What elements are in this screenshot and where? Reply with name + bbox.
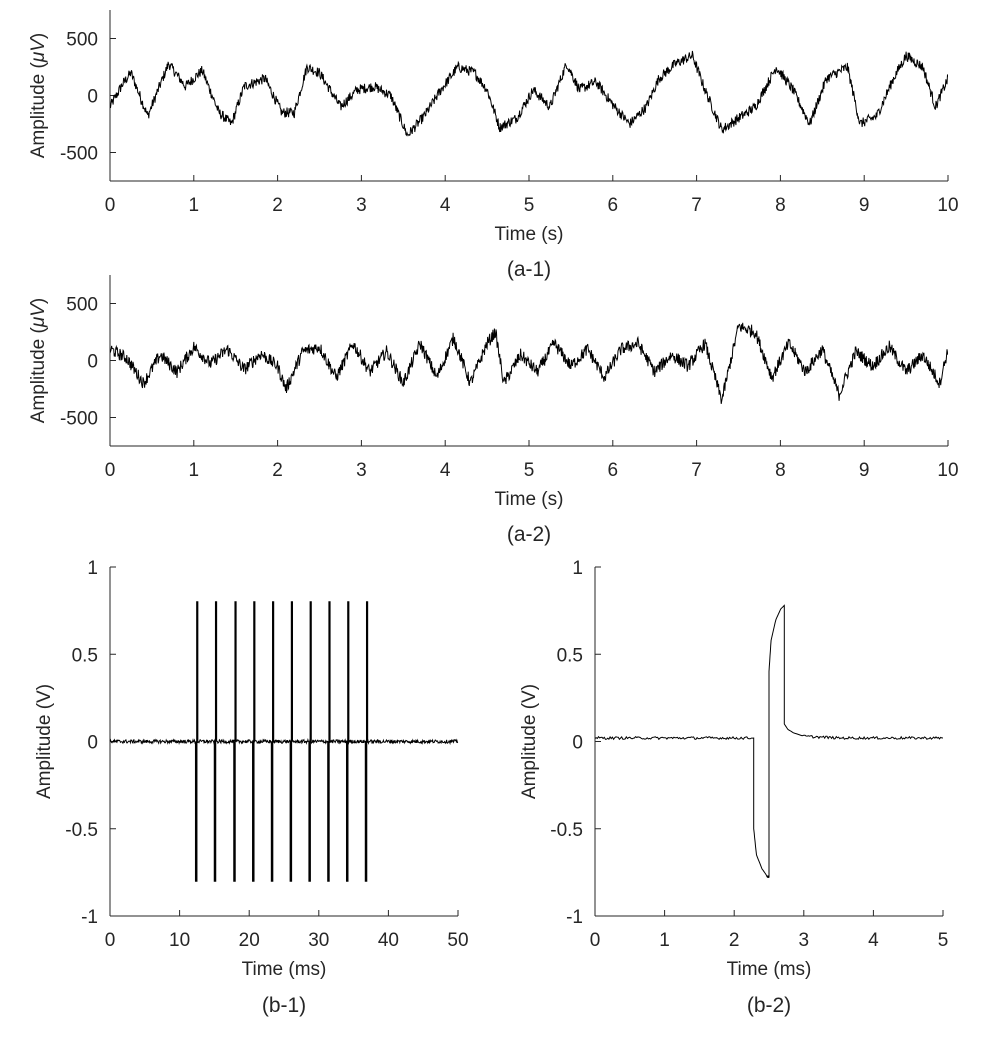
- y-axis-label: Amplitude (V): [34, 684, 55, 799]
- y-tick-label: -1: [566, 907, 583, 928]
- pulse-4: [252, 601, 256, 882]
- y-tick-label: -500: [60, 144, 98, 165]
- x-tick-label: 4: [440, 195, 451, 216]
- y-tick-label: 500: [66, 295, 98, 316]
- x-tick-label: 5: [938, 930, 949, 951]
- y-tick-label: 0: [87, 733, 98, 754]
- x-tick-label: 0: [105, 930, 116, 951]
- pulse-6: [289, 601, 294, 882]
- pulse-1: [194, 601, 199, 882]
- y-tick-label: 500: [66, 30, 98, 51]
- x-tick-label: 1: [189, 195, 200, 216]
- x-tick-label: 10: [169, 930, 190, 951]
- x-axis-label: Time (s): [495, 224, 564, 245]
- y-axis-label: Amplitude (V): [519, 684, 540, 799]
- pulse-5: [270, 601, 275, 882]
- y-tick-label: 0: [87, 87, 98, 108]
- x-tick-label: 6: [608, 195, 619, 216]
- x-tick-label: 3: [799, 930, 810, 951]
- x-tick-label: 1: [659, 930, 670, 951]
- x-tick-label: 5: [524, 460, 535, 481]
- chart-panel-3: 0 10 20 30 40 50 1 0.5 0 -0.5 -1 Time (ms) Amplitude…: [34, 558, 469, 1017]
- pulse-9: [345, 601, 350, 882]
- x-tick-label: 10: [937, 460, 958, 481]
- chart-panel-4: 0 1 2 3 4 5 1 0.5 0 -0.5 -1 Time (ms) Amplitude (V) (…: [519, 558, 948, 1017]
- x-tick-label: 8: [775, 195, 786, 216]
- x-tick-label: 1: [189, 460, 200, 481]
- y-tick-label: 0.5: [72, 645, 98, 666]
- x-tick-label: 2: [272, 460, 283, 481]
- y-tick-label: -0.5: [550, 820, 583, 841]
- x-tick-label: 4: [440, 460, 451, 481]
- x-tick-label: 0: [105, 195, 116, 216]
- baseline-trace: [109, 737, 459, 746]
- x-tick-label: 3: [356, 195, 367, 216]
- panel-caption: (b-1): [262, 994, 306, 1017]
- x-tick-label: 2: [272, 195, 283, 216]
- x-tick-label: 0: [590, 930, 601, 951]
- x-tick-label: 3: [356, 460, 367, 481]
- y-tick-label: -0.5: [65, 820, 98, 841]
- x-tick-label: 2: [729, 930, 740, 951]
- series-line-1: [595, 604, 943, 879]
- y-tick-label: 1: [572, 558, 583, 579]
- pulse-10: [364, 601, 369, 882]
- y-tick-label: -1: [81, 907, 98, 928]
- pulse-2: [213, 601, 218, 882]
- series-line-1: [110, 50, 948, 137]
- x-axis-label: Time (ms): [242, 959, 327, 980]
- x-tick-label: 9: [859, 460, 870, 481]
- x-tick-label: 30: [308, 930, 329, 951]
- x-tick-label: 9: [859, 195, 870, 216]
- y-axis-label: Amplitude (μV): [28, 298, 49, 424]
- panel-caption: (b-2): [747, 994, 791, 1017]
- x-axis-label: Time (s): [495, 489, 564, 510]
- pulse-3: [233, 601, 237, 882]
- x-tick-label: 0: [105, 460, 116, 481]
- x-tick-label: 7: [691, 460, 702, 481]
- y-tick-label: 0: [572, 733, 583, 754]
- y-tick-label: 1: [87, 558, 98, 579]
- x-tick-label: 5: [524, 195, 535, 216]
- y-tick-label: -500: [60, 409, 98, 430]
- x-axis-label: Time (ms): [727, 959, 812, 980]
- x-tick-label: 40: [378, 930, 399, 951]
- x-tick-label: 7: [691, 195, 702, 216]
- x-tick-label: 4: [868, 930, 879, 951]
- x-tick-label: 50: [447, 930, 468, 951]
- series-line-1: [110, 322, 948, 404]
- pulse-8: [327, 601, 331, 882]
- pulse-7: [308, 601, 312, 882]
- y-axis-label: Amplitude (μV): [28, 33, 49, 159]
- x-tick-label: 10: [937, 195, 958, 216]
- x-tick-label: 8: [775, 460, 786, 481]
- y-tick-label: 0: [87, 352, 98, 373]
- panel-caption: (a-2): [507, 523, 551, 546]
- panel-caption: (a-1): [507, 258, 551, 281]
- chart-panel-2: 0 1 2 3 4 5 6 7 8 9 10 500 0 -500 Time (s) Amplitude (μ…: [28, 275, 959, 546]
- x-tick-label: 20: [239, 930, 260, 951]
- x-tick-label: 6: [608, 460, 619, 481]
- chart-panel-1: 0 1 2 3 4 5 6 7 8 9 10 500 0 -500 Time (s) Amplitude (μ…: [28, 10, 959, 281]
- y-tick-label: 0.5: [557, 645, 583, 666]
